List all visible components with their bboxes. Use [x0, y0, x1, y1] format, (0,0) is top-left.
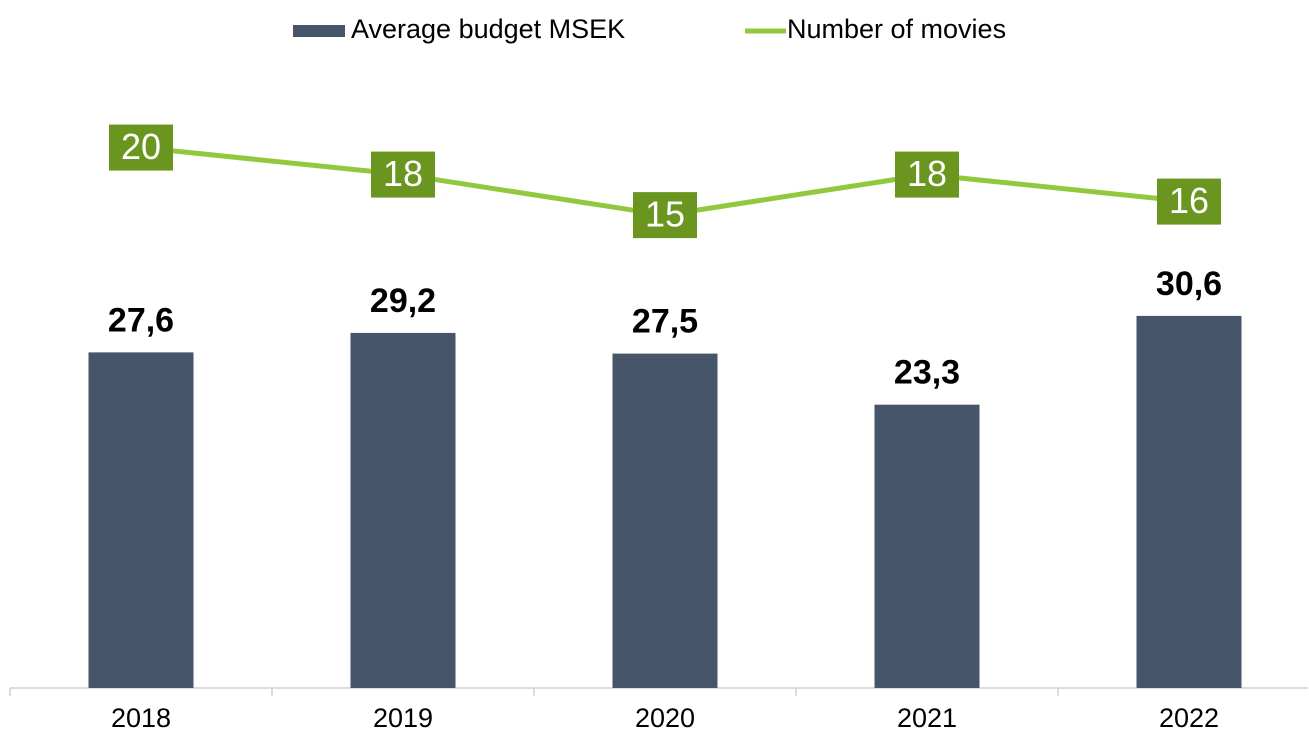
x-tick-label: 2019 — [373, 703, 433, 733]
point-value-label: 16 — [1169, 180, 1209, 221]
bar — [1136, 315, 1242, 688]
bar — [612, 353, 718, 688]
point-label-box — [895, 151, 959, 198]
point-value-label: 18 — [383, 153, 423, 194]
bar-value-label: 27,6 — [108, 301, 174, 339]
legend-swatch — [293, 25, 345, 37]
x-tick-label: 2022 — [1159, 703, 1219, 733]
point-label-box — [371, 151, 435, 198]
bar — [88, 352, 194, 688]
point-label-box — [1157, 178, 1221, 225]
bar-value-label: 30,6 — [1156, 265, 1222, 303]
x-tick-label: 2018 — [111, 703, 171, 733]
bar-value-label: 27,5 — [632, 303, 698, 341]
legend-label: Number of movies — [787, 14, 1006, 44]
point-label-box — [109, 124, 173, 171]
point-value-label: 15 — [645, 194, 685, 235]
bar — [874, 404, 980, 688]
legend-label: Average budget MSEK — [351, 14, 625, 44]
bar — [350, 332, 456, 688]
x-tick-label: 2021 — [897, 703, 957, 733]
bar-value-label: 29,2 — [370, 282, 436, 320]
point-value-label: 18 — [907, 153, 947, 194]
x-tick-label: 2020 — [635, 703, 695, 733]
point-label-box — [633, 192, 697, 239]
point-value-label: 20 — [121, 126, 161, 167]
bar-value-label: 23,3 — [894, 354, 960, 392]
